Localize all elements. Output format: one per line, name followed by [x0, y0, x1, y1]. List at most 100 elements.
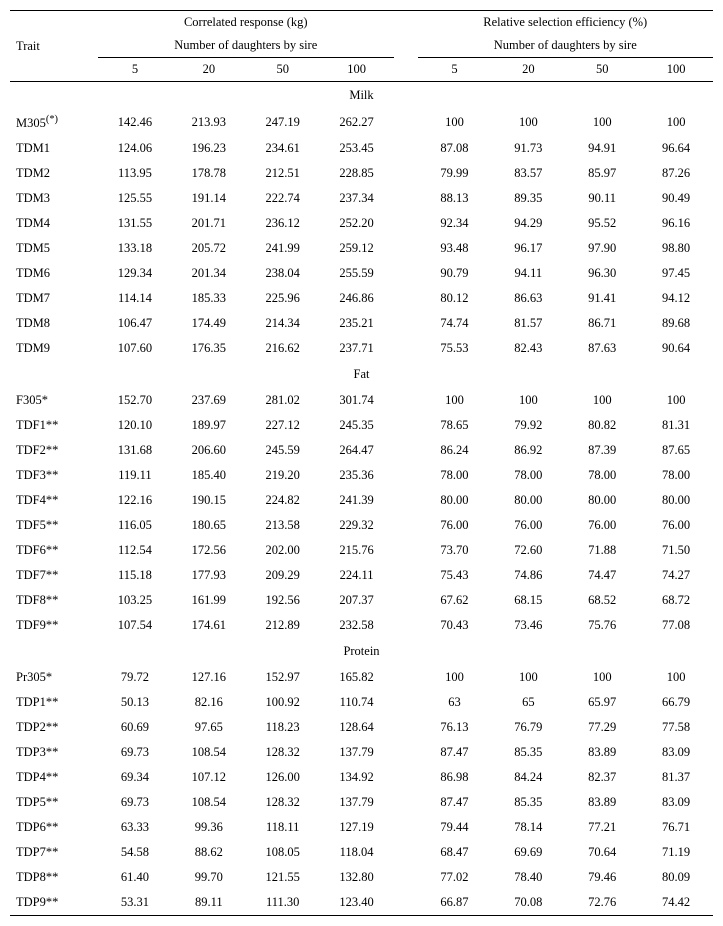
- table-row: TDP6**63.3399.36118.11127.1979.4478.1477…: [10, 815, 713, 840]
- table-row: TDM5133.18205.72241.99259.1293.4896.1797…: [10, 236, 713, 261]
- eff-cell: 100: [565, 109, 639, 136]
- table-row: TDM8106.47174.49214.34235.2174.7481.5786…: [10, 311, 713, 336]
- eff-cell: 66.87: [418, 890, 492, 916]
- corr-cell: 88.62: [172, 840, 246, 865]
- trait-cell: TDF8**: [10, 588, 98, 613]
- eff-cell: 70.43: [418, 613, 492, 638]
- table-row: TDM4131.55201.71236.12252.2092.3494.2995…: [10, 211, 713, 236]
- corr-cell: 215.76: [320, 538, 394, 563]
- table-row: TDM2113.95178.78212.51228.8579.9983.5785…: [10, 161, 713, 186]
- eff-cell: 69.69: [491, 840, 565, 865]
- spacer-cell: [394, 665, 418, 690]
- spacer-cell: [394, 840, 418, 865]
- eff-cell: 94.91: [565, 136, 639, 161]
- corr-cell: 255.59: [320, 261, 394, 286]
- eff-cell: 76.13: [418, 715, 492, 740]
- eff-cell: 66.79: [639, 690, 713, 715]
- corr-cell: 118.11: [246, 815, 320, 840]
- eff-cell: 90.49: [639, 186, 713, 211]
- table-row: TDF1**120.10189.97227.12245.3578.6579.92…: [10, 413, 713, 438]
- corr-cell: 237.34: [320, 186, 394, 211]
- eff-cell: 100: [418, 665, 492, 690]
- corr-cell: 137.79: [320, 740, 394, 765]
- header-eff: Relative selection efficiency (%): [418, 11, 714, 35]
- table-row: TDF7**115.18177.93209.29224.1175.4374.86…: [10, 563, 713, 588]
- corr-cell: 69.73: [98, 740, 172, 765]
- table-row: TDM9107.60176.35216.62237.7175.5382.4387…: [10, 336, 713, 361]
- eff-cell: 78.00: [639, 463, 713, 488]
- spacer-cell: [394, 890, 418, 916]
- trait-cell: TDP1**: [10, 690, 98, 715]
- eff-cell: 91.41: [565, 286, 639, 311]
- table-body: MilkM305(*)142.46213.93247.19262.2710010…: [10, 82, 713, 916]
- trait-sup: (*): [46, 114, 58, 125]
- spacer-cell: [394, 438, 418, 463]
- eff-cell: 81.57: [491, 311, 565, 336]
- spacer-cell: [394, 715, 418, 740]
- col-c-2: 50: [246, 58, 320, 82]
- eff-cell: 70.08: [491, 890, 565, 916]
- eff-cell: 83.09: [639, 790, 713, 815]
- eff-cell: 78.00: [418, 463, 492, 488]
- spacer-cell: [394, 211, 418, 236]
- corr-cell: 245.35: [320, 413, 394, 438]
- eff-cell: 100: [565, 665, 639, 690]
- eff-cell: 75.53: [418, 336, 492, 361]
- corr-cell: 128.32: [246, 790, 320, 815]
- corr-cell: 118.04: [320, 840, 394, 865]
- eff-cell: 90.79: [418, 261, 492, 286]
- corr-cell: 219.20: [246, 463, 320, 488]
- table-row: TDP1**50.1382.16100.92110.74636565.9766.…: [10, 690, 713, 715]
- corr-cell: 185.33: [172, 286, 246, 311]
- eff-cell: 68.52: [565, 588, 639, 613]
- eff-cell: 80.00: [418, 488, 492, 513]
- eff-cell: 100: [418, 388, 492, 413]
- data-table: Trait Correlated response (kg) Relative …: [10, 10, 713, 916]
- corr-cell: 108.54: [172, 790, 246, 815]
- col-c-1: 20: [172, 58, 246, 82]
- table-row: TDP8**61.4099.70121.55132.8077.0278.4079…: [10, 865, 713, 890]
- corr-cell: 237.69: [172, 388, 246, 413]
- eff-cell: 96.17: [491, 236, 565, 261]
- eff-cell: 96.16: [639, 211, 713, 236]
- corr-cell: 82.16: [172, 690, 246, 715]
- corr-cell: 301.74: [320, 388, 394, 413]
- trait-cell: TDM1: [10, 136, 98, 161]
- table-row: TDM6129.34201.34238.04255.5990.7994.1196…: [10, 261, 713, 286]
- corr-cell: 113.95: [98, 161, 172, 186]
- eff-cell: 68.15: [491, 588, 565, 613]
- trait-cell: TDP5**: [10, 790, 98, 815]
- eff-cell: 86.63: [491, 286, 565, 311]
- corr-cell: 262.27: [320, 109, 394, 136]
- corr-cell: 128.64: [320, 715, 394, 740]
- eff-cell: 77.29: [565, 715, 639, 740]
- corr-cell: 106.47: [98, 311, 172, 336]
- eff-cell: 93.48: [418, 236, 492, 261]
- corr-cell: 129.34: [98, 261, 172, 286]
- trait-cell: TDP7**: [10, 840, 98, 865]
- corr-cell: 174.49: [172, 311, 246, 336]
- eff-cell: 87.63: [565, 336, 639, 361]
- corr-cell: 213.58: [246, 513, 320, 538]
- corr-cell: 131.55: [98, 211, 172, 236]
- spacer-cell: [394, 865, 418, 890]
- table-row: F305*152.70237.69281.02301.7410010010010…: [10, 388, 713, 413]
- eff-cell: 87.08: [418, 136, 492, 161]
- corr-cell: 177.93: [172, 563, 246, 588]
- spacer-cell: [394, 311, 418, 336]
- trait-cell: TDP9**: [10, 890, 98, 916]
- trait-cell: TDF1**: [10, 413, 98, 438]
- corr-cell: 61.40: [98, 865, 172, 890]
- corr-cell: 108.54: [172, 740, 246, 765]
- spacer-cell: [394, 513, 418, 538]
- section-title: Milk: [10, 82, 713, 110]
- corr-cell: 192.56: [246, 588, 320, 613]
- corr-cell: 152.70: [98, 388, 172, 413]
- corr-cell: 212.51: [246, 161, 320, 186]
- eff-cell: 73.70: [418, 538, 492, 563]
- eff-cell: 98.80: [639, 236, 713, 261]
- spacer-cell: [394, 538, 418, 563]
- table-row: TDM3125.55191.14222.74237.3488.1389.3590…: [10, 186, 713, 211]
- eff-cell: 91.73: [491, 136, 565, 161]
- eff-cell: 73.46: [491, 613, 565, 638]
